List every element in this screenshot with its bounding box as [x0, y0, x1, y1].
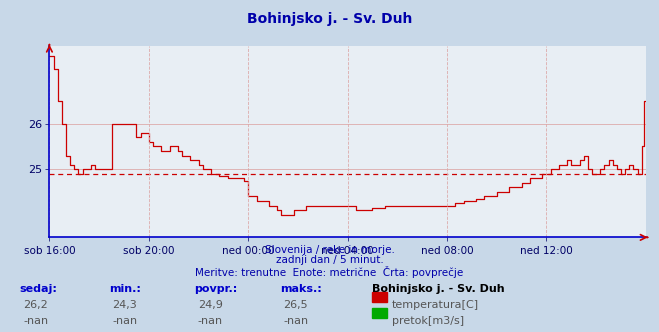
Text: zadnji dan / 5 minut.: zadnji dan / 5 minut.	[275, 255, 384, 265]
Text: 26,2: 26,2	[23, 300, 48, 310]
Text: -nan: -nan	[112, 316, 137, 326]
Text: min.:: min.:	[109, 284, 140, 294]
Text: sedaj:: sedaj:	[20, 284, 57, 294]
Text: -nan: -nan	[23, 316, 48, 326]
Text: Bohinjsko j. - Sv. Duh: Bohinjsko j. - Sv. Duh	[247, 12, 412, 26]
Text: Slovenija / reke in morje.: Slovenija / reke in morje.	[264, 245, 395, 255]
Text: pretok[m3/s]: pretok[m3/s]	[392, 316, 464, 326]
Text: 24,3: 24,3	[112, 300, 137, 310]
Text: Meritve: trenutne  Enote: metrične  Črta: povprečje: Meritve: trenutne Enote: metrične Črta: …	[195, 266, 464, 278]
Text: 26,5: 26,5	[283, 300, 308, 310]
Text: maks.:: maks.:	[280, 284, 322, 294]
Text: temperatura[C]: temperatura[C]	[392, 300, 479, 310]
Text: 24,9: 24,9	[198, 300, 223, 310]
Text: Bohinjsko j. - Sv. Duh: Bohinjsko j. - Sv. Duh	[372, 284, 505, 294]
Text: -nan: -nan	[283, 316, 308, 326]
Text: -nan: -nan	[198, 316, 223, 326]
Text: povpr.:: povpr.:	[194, 284, 238, 294]
